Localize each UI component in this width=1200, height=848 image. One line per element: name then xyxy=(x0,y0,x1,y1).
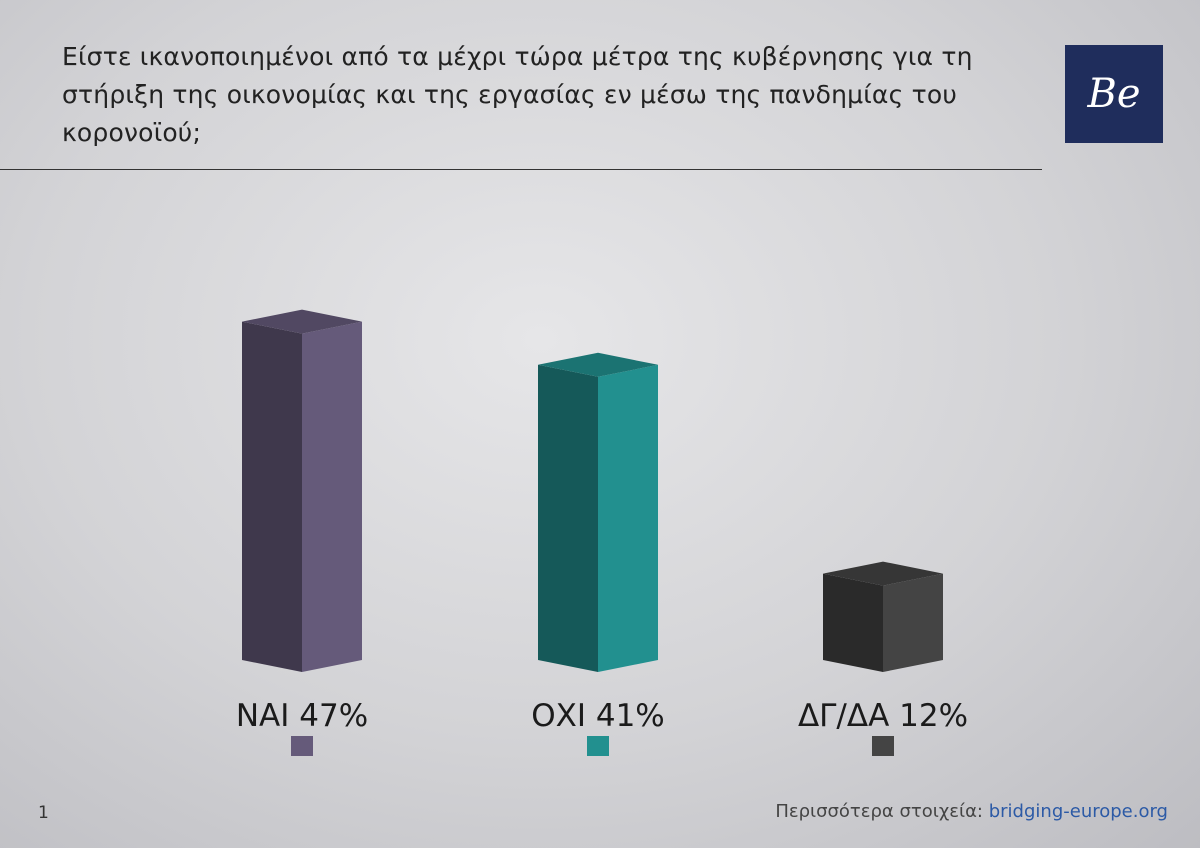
title-rule xyxy=(0,169,1042,170)
value-label: 47% xyxy=(299,698,368,734)
chart-title: Είστε ικανοποιημένοι από τα μέχρι τώρα μ… xyxy=(62,42,973,147)
category-label: ΝΑΙ xyxy=(236,698,290,734)
bar xyxy=(538,352,658,672)
legend-swatch xyxy=(872,736,894,756)
bar xyxy=(823,561,943,672)
bar xyxy=(242,309,362,672)
logo: Be xyxy=(1065,45,1163,143)
bar-label: ΝΑΙ 47% xyxy=(236,698,368,734)
bar-label: ΔΓ/ΔΑ 12% xyxy=(798,698,968,734)
page-number: 1 xyxy=(38,803,49,823)
bar-top-face xyxy=(538,352,658,377)
value-label: 12% xyxy=(899,698,968,734)
footer: Περισσότερα στοιχεία: bridging-europe.or… xyxy=(775,801,1168,822)
legend-swatch xyxy=(587,736,609,756)
bar-top-face xyxy=(823,561,943,586)
footer-link[interactable]: bridging-europe.org xyxy=(988,801,1168,822)
category-label: ΔΓ/ΔΑ xyxy=(798,698,889,734)
bar-right-face xyxy=(302,321,362,672)
bar-top-face xyxy=(242,309,362,334)
category-label: ΟΧΙ xyxy=(531,698,586,734)
bar-left-face xyxy=(823,573,883,672)
footer-text: Περισσότερα στοιχεία: xyxy=(775,801,983,822)
bar-right-face xyxy=(883,573,943,672)
bar-right-face xyxy=(598,364,658,672)
legend-swatch xyxy=(291,736,313,756)
value-label: 41% xyxy=(596,698,665,734)
bar-left-face xyxy=(538,364,598,672)
bar-label: ΟΧΙ 41% xyxy=(531,698,665,734)
bar-left-face xyxy=(242,321,302,672)
